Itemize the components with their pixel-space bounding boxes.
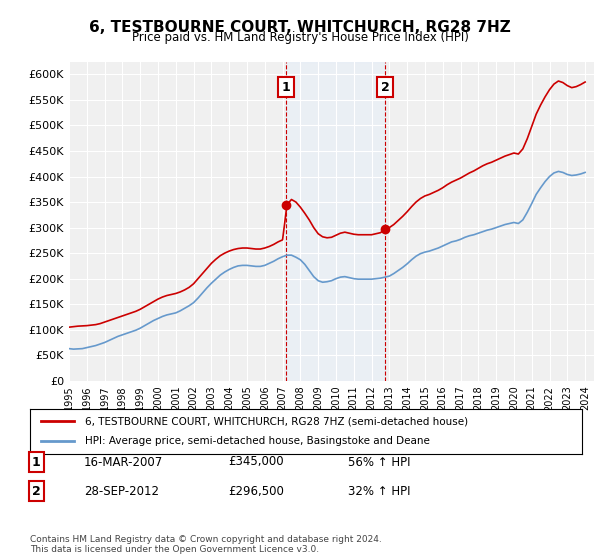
Text: HPI: Average price, semi-detached house, Basingstoke and Deane: HPI: Average price, semi-detached house,… [85,436,430,446]
Text: 16-MAR-2007: 16-MAR-2007 [84,455,163,469]
Text: 2: 2 [380,81,389,94]
Bar [286,62,385,381]
Text: £296,500: £296,500 [228,484,284,498]
Text: Contains HM Land Registry data © Crown copyright and database right 2024.
This d: Contains HM Land Registry data © Crown c… [30,535,382,554]
Text: 2: 2 [32,484,40,498]
Text: 1: 1 [32,455,40,469]
Text: 6, TESTBOURNE COURT, WHITCHURCH, RG28 7HZ: 6, TESTBOURNE COURT, WHITCHURCH, RG28 7H… [89,20,511,35]
Text: 28-SEP-2012: 28-SEP-2012 [84,484,159,498]
Text: 56% ↑ HPI: 56% ↑ HPI [348,455,410,469]
Text: 32% ↑ HPI: 32% ↑ HPI [348,484,410,498]
Text: £345,000: £345,000 [228,455,284,469]
Text: 6, TESTBOURNE COURT, WHITCHURCH, RG28 7HZ (semi-detached house): 6, TESTBOURNE COURT, WHITCHURCH, RG28 7H… [85,416,469,426]
Text: 1: 1 [282,81,290,94]
Text: Price paid vs. HM Land Registry's House Price Index (HPI): Price paid vs. HM Land Registry's House … [131,31,469,44]
